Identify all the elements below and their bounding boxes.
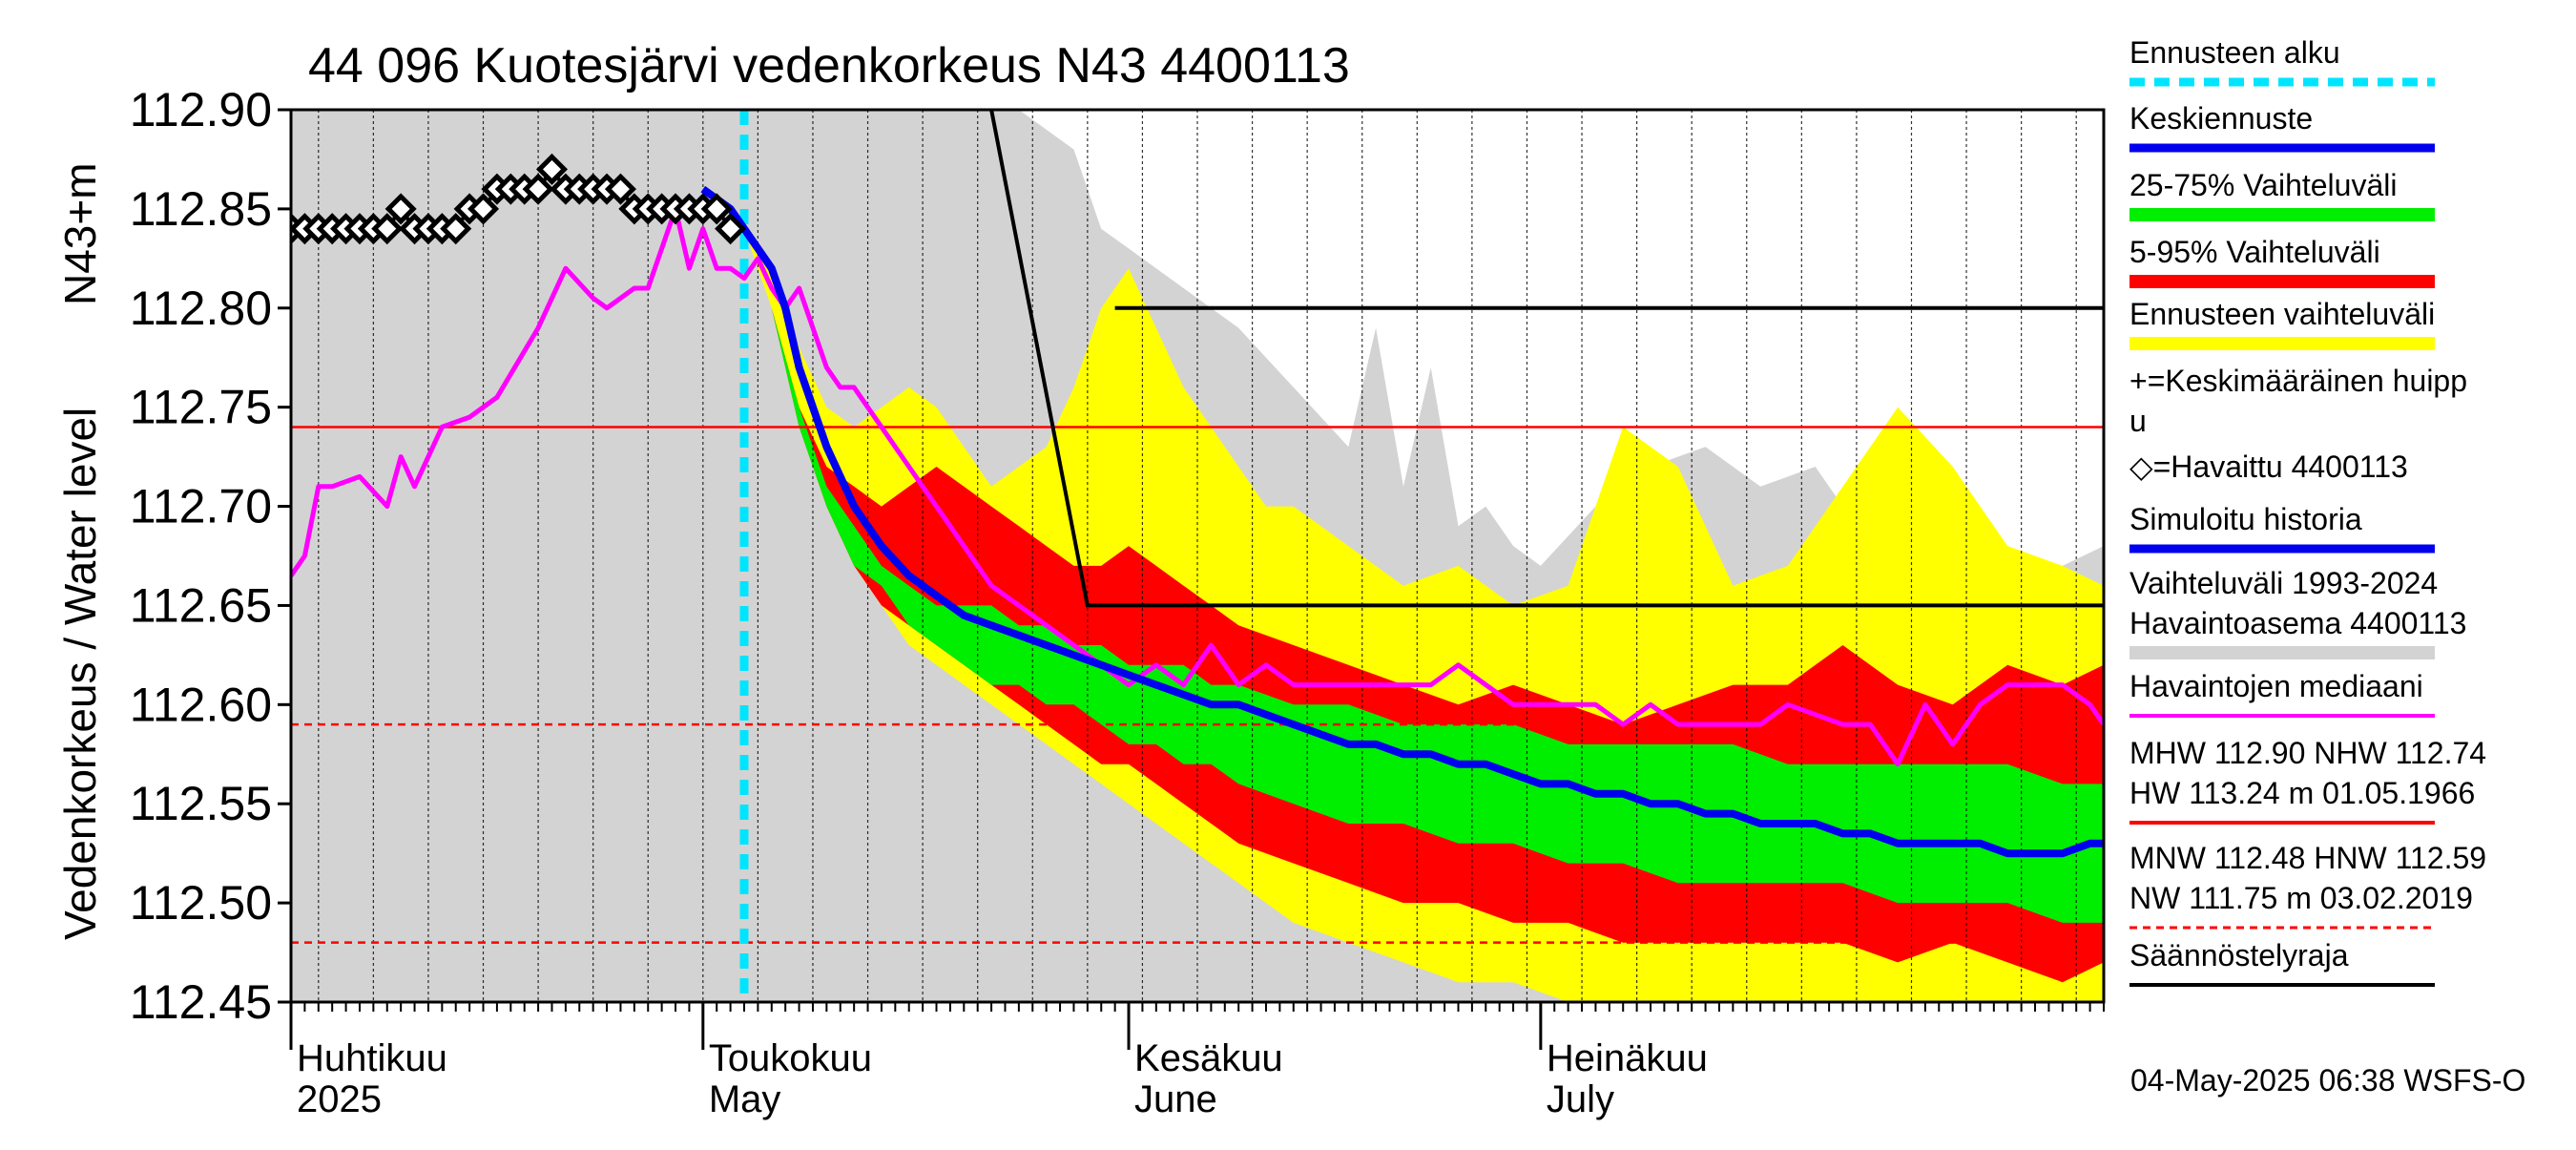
y-tick-label: 112.65 <box>130 578 272 632</box>
x-month-label-en: June <box>1134 1078 1217 1120</box>
y-tick-label: 112.90 <box>130 83 272 136</box>
legend: Ennusteen alku Keskiennuste 25-75% Vaihtel… <box>2129 35 2486 987</box>
observed-point <box>467 193 500 225</box>
x-month-label-en: July <box>1547 1078 1614 1120</box>
y-axis-label: Vedenkorkeus / Water level <box>55 408 105 940</box>
legend-item: +=Keskimääräinen huipp u <box>2129 364 2467 438</box>
legend-item: Säännöstelyraja <box>2129 938 2435 987</box>
legend-item: Simuloitu historia <box>2129 502 2435 554</box>
y-tick-label: 112.70 <box>130 480 272 533</box>
legend-label-line2: u <box>2129 404 2147 438</box>
legend-item: 5-95% Vaihteluväli <box>2129 235 2435 288</box>
observed-point <box>522 173 554 205</box>
legend-item: Ennusteen vaihteluväli <box>2129 297 2435 350</box>
x-month-label-fi: Kesäkuu <box>1134 1037 1283 1079</box>
legend-item: ◇=Havaittu 4400113 <box>2129 450 2408 484</box>
legend-label: Vaihteluväli 1993-2024 <box>2129 566 2438 600</box>
footer-timestamp: 04-May-2025 06:38 WSFS-O <box>2130 1063 2525 1098</box>
legend-label: Ennusteen alku <box>2129 35 2340 70</box>
y-tick-label: 112.80 <box>130 282 272 335</box>
legend-label-line2: HW 113.24 m 01.05.1966 <box>2129 776 2475 810</box>
y-axis-unit-label: N43+m <box>55 162 105 305</box>
y-tick-label: 112.50 <box>130 876 272 930</box>
legend-label: +=Keskimääräinen huipp <box>2129 364 2467 398</box>
plot-area <box>291 110 2104 1002</box>
chart-title: 44 096 Kuotesjärvi vedenkorkeus N43 4400… <box>308 38 1350 94</box>
legend-item: Havaintojen mediaani <box>2129 669 2435 718</box>
legend-item: 25-75% Vaihteluväli <box>2129 168 2435 221</box>
legend-item: Ennusteen alku <box>2129 35 2435 87</box>
legend-item: MNW 112.48 HNW 112.59 NW 111.75 m 03.02.2… <box>2129 841 2486 930</box>
observed-point <box>604 173 636 205</box>
legend-item: MHW 112.90 NHW 112.74 HW 113.24 m 01.05.1… <box>2129 736 2486 825</box>
legend-label-line2: NW 111.75 m 03.02.2019 <box>2129 881 2473 915</box>
band-25-75-vaihteluv-li <box>744 228 2104 923</box>
axes: 112.45 112.50 112.55 112.60 112.65 112.70 112.… <box>130 83 2106 1120</box>
observed-point <box>384 193 417 225</box>
observed-point <box>440 213 472 245</box>
line-keskiennuste <box>700 185 2104 858</box>
legend-item: Keskiennuste <box>2129 101 2435 153</box>
y-tick-label: 112.45 <box>130 975 272 1029</box>
y-tick-label: 112.60 <box>130 678 272 731</box>
x-month-label-en: 2025 <box>297 1078 382 1120</box>
legend-item: Vaihteluväli 1993-2024 Havaintoasema 440… <box>2129 566 2466 659</box>
legend-label: Säännöstelyraja <box>2129 938 2349 972</box>
y-tick-label: 112.75 <box>130 381 272 434</box>
legend-label: ◇=Havaittu 4400113 <box>2129 450 2408 484</box>
x-month-label-fi: Huhtikuu <box>297 1037 447 1079</box>
plot-clipped <box>291 110 2104 1002</box>
legend-label: Ennusteen vaihteluväli <box>2129 297 2435 331</box>
y-tick-label: 112.85 <box>130 182 272 236</box>
line-havaintojen-mediaani <box>291 206 2104 767</box>
legend-label: 5-95% Vaihteluväli <box>2129 235 2380 269</box>
legend-label: 25-75% Vaihteluväli <box>2129 168 2397 202</box>
x-month-label-en: May <box>709 1078 781 1120</box>
legend-label: Keskiennuste <box>2129 101 2313 136</box>
observed-point <box>535 153 569 185</box>
legend-label-line2: Havaintoasema 4400113 <box>2129 606 2466 640</box>
legend-label: MNW 112.48 HNW 112.59 <box>2129 841 2486 875</box>
x-month-label-fi: Heinäkuu <box>1547 1037 1708 1079</box>
observed-point <box>715 213 747 245</box>
legend-label: Simuloitu historia <box>2129 502 2362 536</box>
x-month-label-fi: Toukokuu <box>709 1037 872 1079</box>
y-tick-label: 112.55 <box>130 777 272 830</box>
regulation-limit-line <box>989 110 2104 608</box>
observed-point <box>371 213 404 245</box>
observed-point <box>700 193 733 225</box>
legend-label: Havaintojen mediaani <box>2129 669 2423 703</box>
legend-label: MHW 112.90 NHW 112.74 <box>2129 736 2486 770</box>
